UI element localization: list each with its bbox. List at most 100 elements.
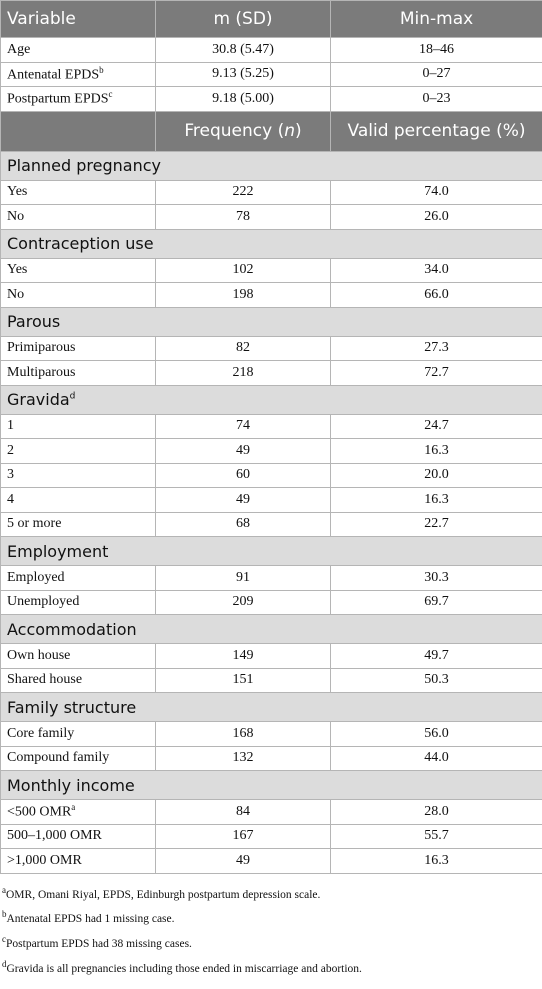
range-cell: 0–27 (330, 61, 542, 87)
label-text: Yes (7, 184, 28, 200)
frequency-cell: 102 (155, 257, 331, 283)
section-row: Employment (0, 536, 542, 566)
frequency-cell: 84 (155, 799, 331, 825)
label-text: No (7, 208, 25, 224)
range-cell: 0–23 (330, 86, 542, 112)
frequency-cell: 78 (155, 204, 331, 230)
label-cell: Antenatal EPDSb (0, 61, 156, 87)
percentage-cell: 44.0 (330, 745, 542, 771)
label-text: 5 or more (7, 516, 62, 532)
percentage-cell: 74.0 (330, 179, 542, 205)
label-cell: 1 (0, 413, 156, 439)
frequency-cell: 218 (155, 360, 331, 386)
data-row: Age 30.8 (5.47) 18–46 (0, 37, 542, 63)
percentage-cell: 16.3 (330, 848, 542, 874)
footnote-mark: c (2, 934, 6, 945)
frequency-cell: 60 (155, 462, 331, 488)
frequency-cell: 149 (155, 643, 331, 669)
label-cell: No (0, 282, 156, 308)
section-title: Contraception use (0, 228, 542, 259)
frequency-cell: 49 (155, 848, 331, 874)
mean-sd-cell: 9.18 (5.00) (155, 86, 331, 112)
data-row: >1,000 OMR 49 16.3 (0, 848, 542, 874)
label-text: 500–1,000 OMR (7, 828, 102, 844)
footnote-mark: a (2, 884, 6, 895)
percentage-cell: 28.0 (330, 799, 542, 825)
frequency-cell: 49 (155, 487, 331, 513)
percentage-cell: 24.7 (330, 413, 542, 439)
frequency-cell: 167 (155, 823, 331, 849)
percentage-cell: 66.0 (330, 282, 542, 308)
percentage-cell: 22.7 (330, 511, 542, 537)
section-title: Monthly income (0, 770, 542, 800)
data-row: No 198 66.0 (0, 282, 542, 308)
header-row: Variable m (SD) Min-max (0, 0, 542, 38)
frequency-cell: 91 (155, 565, 331, 591)
section-title: Employment (0, 536, 542, 566)
header-text: Frequency ( (184, 121, 285, 141)
data-row: 3 60 20.0 (0, 462, 542, 488)
label-text: No (7, 286, 25, 302)
label-cell: 2 (0, 438, 156, 464)
label-cell: Yes (0, 257, 156, 283)
footnote: aOMR, Omani Riyal, EPDS, Edinburgh postp… (2, 880, 540, 905)
section-row: Contraception use (0, 228, 542, 259)
footnote-mark: b (99, 64, 104, 75)
frequency-cell: 198 (155, 282, 331, 308)
section-row: Accommodation (0, 614, 542, 644)
label-text: Shared house (7, 672, 83, 688)
label-text: 2 (7, 442, 14, 458)
frequency-cell: 68 (155, 511, 331, 537)
data-row: No 78 26.0 (0, 204, 542, 230)
section-text: Monthly income (7, 775, 135, 795)
label-text: Own house (7, 647, 71, 663)
section-text: Parous (7, 312, 61, 331)
footnote-mark: d (69, 391, 76, 402)
percentage-cell: 20.0 (330, 462, 542, 488)
label-text: Unemployed (7, 594, 80, 610)
percentage-cell: 50.3 (330, 667, 542, 693)
label-cell: Age (0, 37, 156, 63)
data-row: 4 49 16.3 (0, 487, 542, 513)
percentage-cell: 16.3 (330, 438, 542, 464)
table: Variable m (SD) Min-max Age 30.8 (5.47) 18–46… (0, 0, 542, 874)
section-row: Planned pregnancy (0, 150, 542, 181)
data-row: Unemployed 209 69.7 (0, 589, 542, 615)
data-row: 1 74 24.7 (0, 413, 542, 439)
footnote-text: OMR, Omani Riyal, EPDS, Edinburgh postpa… (6, 888, 321, 901)
percentage-cell: 30.3 (330, 565, 542, 591)
label-text: Core family (7, 725, 75, 741)
section-title: Family structure (0, 692, 542, 722)
data-row: Multiparous 218 72.7 (0, 360, 542, 386)
label-text: Postpartum EPDS (7, 92, 109, 108)
percentage-cell: 72.7 (330, 360, 542, 386)
label-text: Employed (7, 569, 65, 585)
footnotes: aOMR, Omani Riyal, EPDS, Edinburgh postp… (0, 874, 542, 979)
label-text: 1 (7, 418, 14, 434)
label-cell: No (0, 204, 156, 230)
label-text: >1,000 OMR (7, 852, 82, 868)
footnote: dGravida is all pregnancies including th… (2, 954, 540, 979)
percentage-cell: 16.3 (330, 487, 542, 513)
percentage-cell: 49.7 (330, 643, 542, 669)
label-cell: Primiparous (0, 335, 156, 361)
header-cell: Frequency (n) (155, 110, 331, 152)
data-row: Postpartum EPDSc 9.18 (5.00) 0–23 (0, 86, 542, 112)
footnote-text: Antenatal EPDS had 1 missing case. (6, 913, 175, 926)
label-cell: <500 OMRa (0, 799, 156, 825)
label-cell: Own house (0, 643, 156, 669)
header-cell: Variable (0, 0, 156, 38)
footnote-mark: a (71, 802, 76, 813)
label-text: <500 OMR (7, 805, 72, 821)
section-title: Parous (0, 306, 542, 337)
label-text: Yes (7, 262, 28, 278)
data-row: Antenatal EPDSb 9.13 (5.25) 0–27 (0, 61, 542, 87)
data-row: Own house 149 49.7 (0, 643, 542, 669)
section-title: Gravidad (0, 384, 542, 415)
frequency-cell: 222 (155, 179, 331, 205)
data-row: Core family 168 56.0 (0, 721, 542, 747)
percentage-cell: 69.7 (330, 589, 542, 615)
label-cell: 4 (0, 487, 156, 513)
mean-sd-cell: 9.13 (5.25) (155, 61, 331, 87)
